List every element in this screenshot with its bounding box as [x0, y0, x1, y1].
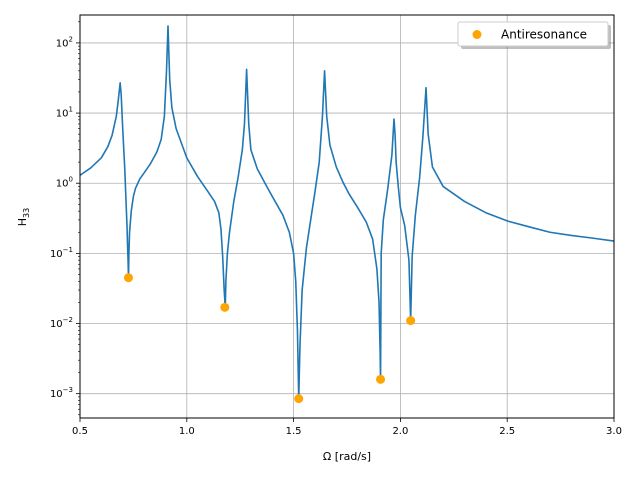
legend-label: Antiresonance	[501, 28, 587, 42]
y-axis-ticks: 10−3 10−2 10−1 100 101 102	[50, 21, 80, 416]
x-tick-label: 2.0	[392, 426, 408, 437]
x-tick-label: 1.0	[179, 426, 195, 437]
y-tick-label: 100	[56, 176, 73, 190]
x-axis-ticks: 0.5 1.0 1.5 2.0 2.5 3.0	[72, 418, 622, 437]
antiresonance-point	[376, 374, 386, 384]
plot-area-frame	[79, 14, 615, 419]
legend-marker	[472, 30, 482, 39]
antiresonance-point	[220, 302, 230, 312]
x-axis-label: Ω [rad/s]	[323, 450, 371, 463]
antiresonance-point	[294, 394, 304, 404]
y-tick-label: 10−3	[50, 386, 73, 400]
antiresonance-markers	[123, 273, 416, 404]
response-curve	[79, 25, 615, 400]
legend-frame	[457, 21, 609, 47]
y-tick-label: 10−1	[50, 246, 73, 260]
x-tick-label: 2.5	[499, 426, 515, 437]
x-tick-label: 0.5	[72, 426, 88, 437]
y-tick-label: 101	[56, 106, 73, 120]
y-axis-label: H33	[16, 208, 31, 226]
legend: Antiresonance	[457, 21, 611, 49]
antiresonance-point	[406, 316, 416, 326]
antiresonance-point	[123, 273, 133, 283]
x-tick-label: 1.5	[286, 426, 302, 437]
response-line	[79, 25, 615, 400]
y-tick-label: 10−2	[50, 316, 73, 330]
y-tick-label: 102	[56, 35, 73, 49]
x-tick-label: 3.0	[606, 426, 622, 437]
